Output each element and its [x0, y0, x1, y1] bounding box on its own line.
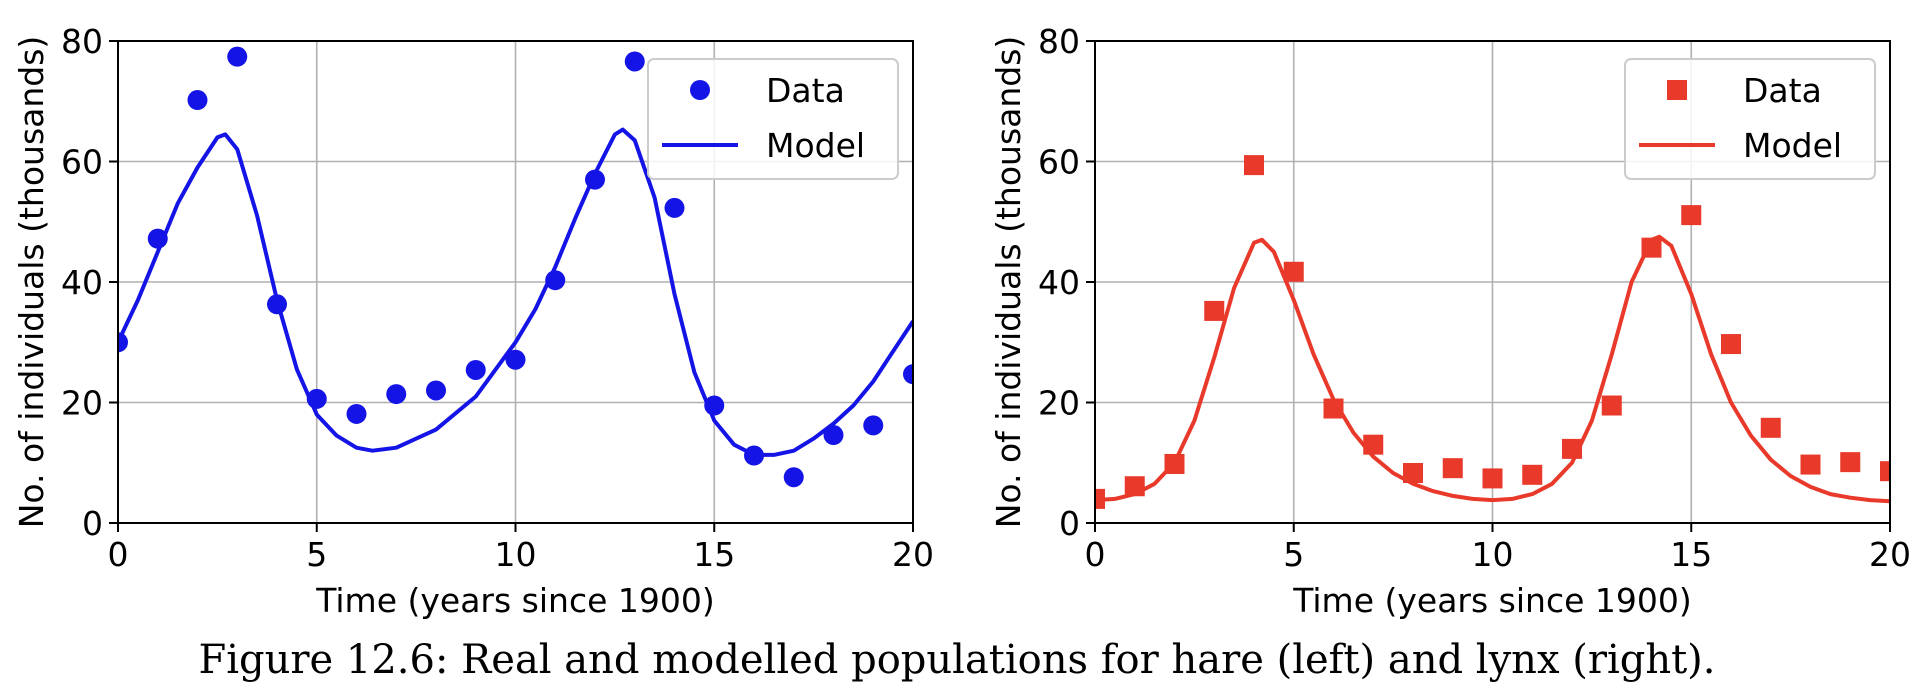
right-data-point-4	[1244, 155, 1264, 176]
right-xtick-label-15: 15	[1670, 535, 1712, 574]
right-legend: Data Model	[1624, 58, 1876, 180]
right-data-point-8	[1403, 462, 1423, 483]
left-data-point-11	[545, 270, 566, 291]
right-data-point-1	[1124, 476, 1145, 497]
right-xtick-label-10: 10	[1472, 535, 1514, 574]
left-xtick-label-0: 0	[108, 535, 129, 574]
right-xtick-label-5: 5	[1283, 535, 1304, 574]
left-x-axis-label: Time (years since 1900)	[315, 581, 715, 620]
left-data-point-18	[823, 425, 844, 446]
right-legend-data-marker	[1667, 80, 1687, 100]
left-data-point-14	[664, 197, 685, 218]
left-legend-data-marker	[690, 80, 710, 100]
right-x-axis-label: Time (years since 1900)	[1292, 581, 1692, 620]
right-data-point-0	[1095, 488, 1105, 509]
right-legend-model-label: Model	[1743, 126, 1842, 165]
left-ytick-label-80: 80	[61, 22, 103, 61]
right-ytick-label-80: 80	[1038, 22, 1080, 61]
left-data-point-15	[704, 395, 725, 416]
right-data-point-13	[1601, 395, 1622, 416]
left-xtick-label-20: 20	[892, 535, 934, 574]
right-data-point-18	[1800, 454, 1821, 475]
left-data-point-19	[863, 415, 884, 436]
right-data-point-2	[1164, 453, 1185, 474]
left-y-axis-label: No. of individuals (thousands)	[12, 36, 51, 529]
left-panel: 0 5 10 15 20 0 20 40 60 80 Time (years since 1900)…	[12, 22, 934, 620]
left-data-point-8	[426, 380, 446, 401]
right-data-point-20	[1880, 461, 1890, 482]
right-xtick-label-0: 0	[1085, 535, 1106, 574]
right-data-point-17	[1760, 417, 1781, 438]
left-data-point-6	[346, 403, 367, 424]
right-xtick-label-20: 20	[1869, 535, 1911, 574]
right-data-point-6	[1323, 398, 1344, 419]
right-plot-area	[1095, 155, 1890, 509]
right-ytick-label-40: 40	[1038, 263, 1080, 302]
right-legend-data-label: Data	[1743, 71, 1822, 110]
right-ytick-label-0: 0	[1059, 504, 1080, 543]
left-plot-area	[118, 46, 913, 488]
figure-caption: Figure 12.6: Real and modelled populatio…	[198, 637, 1716, 683]
right-data-point-11	[1522, 464, 1543, 485]
left-data-point-5	[306, 388, 327, 409]
left-data-point-16	[744, 445, 764, 466]
left-axes-frame	[117, 40, 914, 524]
right-data-point-10	[1482, 468, 1503, 489]
left-data-point-1	[147, 228, 168, 249]
left-ytick-label-0: 0	[82, 504, 103, 543]
left-data-point-7	[386, 384, 407, 405]
left-xtick-label-10: 10	[495, 535, 537, 574]
right-data-point-5	[1283, 261, 1304, 282]
left-data-point-20	[903, 364, 913, 385]
right-data-point-15	[1681, 205, 1702, 226]
right-ytick-label-20: 20	[1038, 384, 1080, 423]
left-legend-model-label: Model	[766, 126, 865, 165]
right-axes-frame	[1094, 40, 1891, 524]
right-data-point-12	[1562, 438, 1582, 459]
left-legend: Data Model	[647, 58, 899, 180]
left-data-point-3	[227, 46, 248, 67]
left-model-line	[118, 127, 913, 457]
right-data-point-19	[1840, 452, 1861, 473]
left-data-point-9	[465, 359, 486, 380]
left-data-point-17	[783, 467, 804, 488]
right-data-point-14	[1641, 237, 1662, 258]
right-data-point-3	[1204, 300, 1225, 321]
right-data-point-16	[1721, 334, 1741, 355]
left-data-point-12	[585, 169, 605, 190]
left-xtick-label-5: 5	[306, 535, 327, 574]
left-legend-box	[647, 58, 899, 180]
right-data-point-7	[1363, 434, 1384, 455]
left-data-point-0	[118, 332, 128, 353]
left-data-point-13	[624, 51, 645, 72]
right-data-point-9	[1442, 458, 1463, 479]
left-ytick-label-20: 20	[61, 384, 103, 423]
right-y-axis-label: No. of individuals (thousands)	[989, 36, 1028, 529]
left-data-point-10	[505, 349, 526, 370]
left-ytick-label-60: 60	[61, 143, 103, 182]
right-ytick-label-60: 60	[1038, 143, 1080, 182]
right-model-line	[1095, 234, 1890, 504]
left-ytick-label-40: 40	[61, 263, 103, 302]
left-legend-data-label: Data	[766, 71, 845, 110]
left-xtick-label-15: 15	[693, 535, 735, 574]
left-data-point-4	[267, 294, 287, 315]
right-legend-box	[1624, 58, 1876, 180]
right-panel: 0 5 10 15 20 0 20 40 60 80 Time (years since 1900)…	[989, 22, 1911, 620]
left-data-point-2	[187, 90, 208, 111]
